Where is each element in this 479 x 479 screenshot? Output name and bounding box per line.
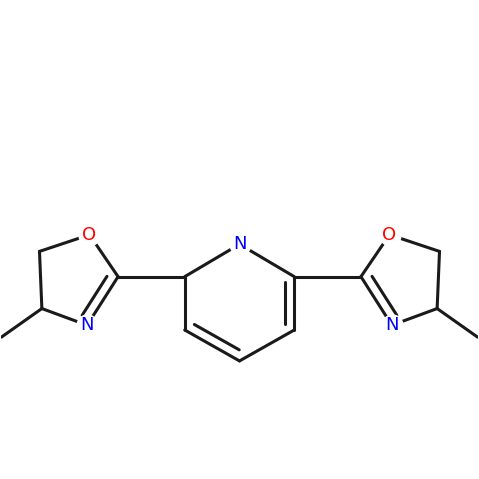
Text: O: O: [382, 226, 397, 244]
Text: N: N: [80, 316, 94, 334]
Text: O: O: [82, 226, 97, 244]
Text: N: N: [233, 235, 246, 253]
Text: N: N: [385, 316, 399, 334]
